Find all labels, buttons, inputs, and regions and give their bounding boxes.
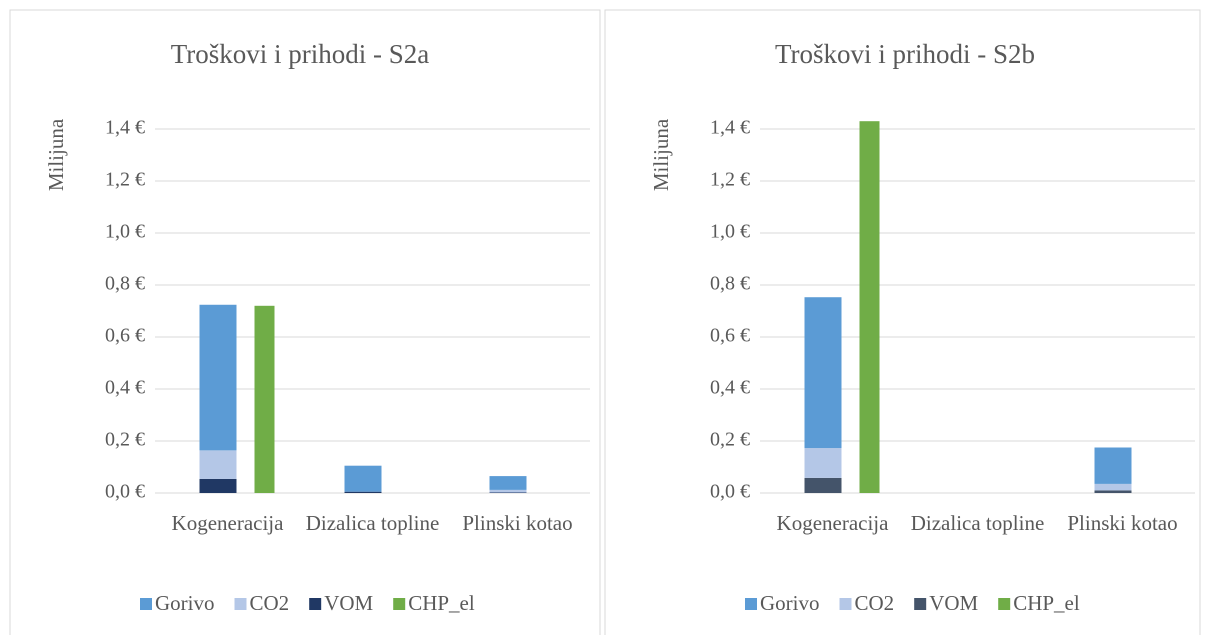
bar [254,305,275,493]
y-tick-label: 0,2 € [105,429,145,451]
y-tick-label: 1,2 € [105,169,145,191]
y-tick-label: 1,2 € [710,169,750,191]
y-tick-label: 0,8 € [710,273,750,295]
x-tick-label: Kogeneracija [776,511,889,535]
bar [859,121,880,493]
legend-swatch [234,598,247,610]
legend-label: Gorivo [155,591,215,615]
legend-label: VOM [929,591,978,615]
legend-swatch [393,598,406,610]
panel-border [604,9,1201,635]
x-tick-label: Plinski kotao [462,511,573,535]
panel-border [9,9,601,635]
y-tick-label: 0,4 € [105,377,145,399]
bar-segment [804,448,842,478]
legend-swatch [309,598,322,610]
y-tick-label: 0,8 € [105,273,145,295]
bar-segment [1094,490,1132,493]
x-tick-label: Plinski kotao [1067,511,1178,535]
y-tick-label: 1,0 € [105,221,145,243]
bar-segment [489,492,527,493]
y-tick-label: 0,4 € [710,377,750,399]
bar-segment [344,491,382,493]
y-tick-label: 0,6 € [710,325,750,347]
x-tick-label: Dizalica topline [910,511,1045,535]
y-tick-label: 0,0 € [105,481,145,503]
legend-label: CHP_el [408,591,475,615]
y-tick-label: 0,0 € [710,481,750,503]
bar-segment [344,465,382,492]
bar-segment [804,297,842,449]
legend-label: Gorivo [760,591,820,615]
bar-segment [199,478,237,493]
y-tick-label: 1,4 € [105,117,145,139]
y-tick-label: 0,2 € [710,429,750,451]
y-tick-label: 1,4 € [710,117,750,139]
bar-segment [199,304,237,451]
legend-swatch [140,598,152,610]
legend-label: VOM [324,591,373,615]
chart-title: Troškovi i prihodi - S2a [171,39,430,69]
legend-swatch [745,598,757,610]
legend-label: CO2 [250,591,290,615]
bar-segment [199,450,237,479]
legend-swatch [839,598,852,610]
bar-segment [1094,483,1132,491]
legend-swatch [998,598,1011,610]
legend-label: CHP_el [1013,591,1080,615]
legend-swatch [914,598,927,610]
bar-segment [489,476,527,490]
y-tick-label: 0,6 € [105,325,145,347]
bar-segment [804,477,842,493]
bar-segment [1094,447,1132,484]
y-axis-label: Milijuna [649,118,673,191]
chart-title: Troškovi i prihodi - S2b [775,39,1035,69]
y-tick-label: 1,0 € [710,221,750,243]
legend-label: CO2 [855,591,895,615]
x-tick-label: Kogeneracija [171,511,284,535]
x-tick-label: Dizalica topline [305,511,440,535]
y-axis-label: Milijuna [44,118,68,191]
bar-segment [489,489,527,493]
